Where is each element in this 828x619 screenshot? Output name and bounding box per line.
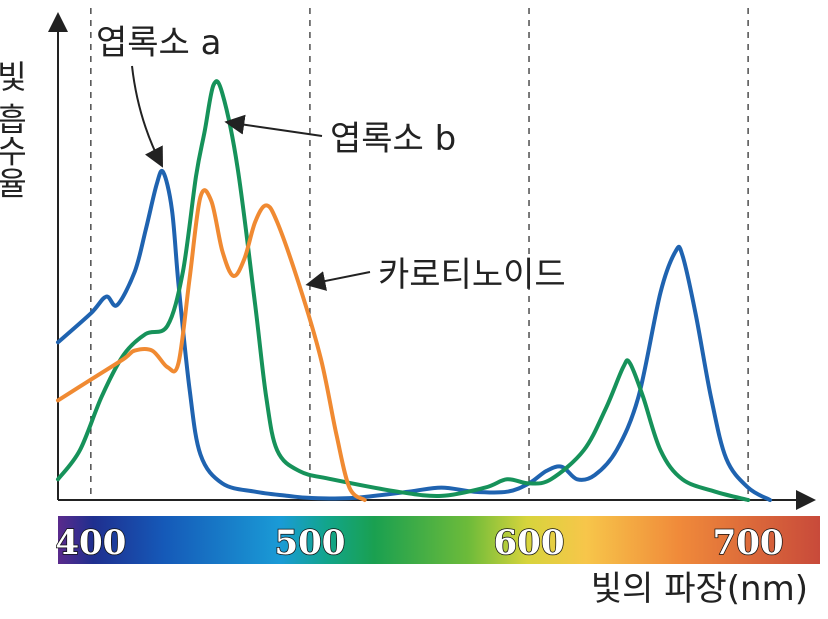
- x-tick-label-400: 400: [55, 523, 126, 563]
- series-line-2: [56, 188, 367, 502]
- x-tick-label-500: 500: [274, 523, 345, 563]
- x-tick-label-700: 700: [713, 523, 784, 563]
- spectrum-gradient: [58, 516, 820, 564]
- annotation-arrow-2: [305, 271, 371, 291]
- x-axis-label: 빛의 파장(nm): [591, 569, 808, 609]
- annotation-label-2: 카로티노이드: [378, 255, 566, 295]
- annotation-arrow-1: [224, 114, 323, 137]
- annotation-arrow-0: [131, 65, 163, 168]
- annotations: 엽록소 a 엽록소 b 카로티노이드: [96, 23, 566, 295]
- annotation-label-0: 엽록소 a: [96, 23, 221, 63]
- series-lines: [56, 79, 772, 502]
- spectrum-bar: [58, 516, 820, 564]
- series-line-0: [56, 168, 772, 502]
- x-tick-label-600: 600: [494, 523, 565, 563]
- annotation-label-1: 엽록소 b: [330, 119, 456, 159]
- grid-lines: [90, 8, 749, 500]
- series-line-1: [56, 79, 751, 502]
- axes: [48, 12, 816, 510]
- x-tick-labels: 400 500 600 700: [55, 522, 785, 564]
- y-axis-label: 빛 흡수율: [0, 60, 29, 198]
